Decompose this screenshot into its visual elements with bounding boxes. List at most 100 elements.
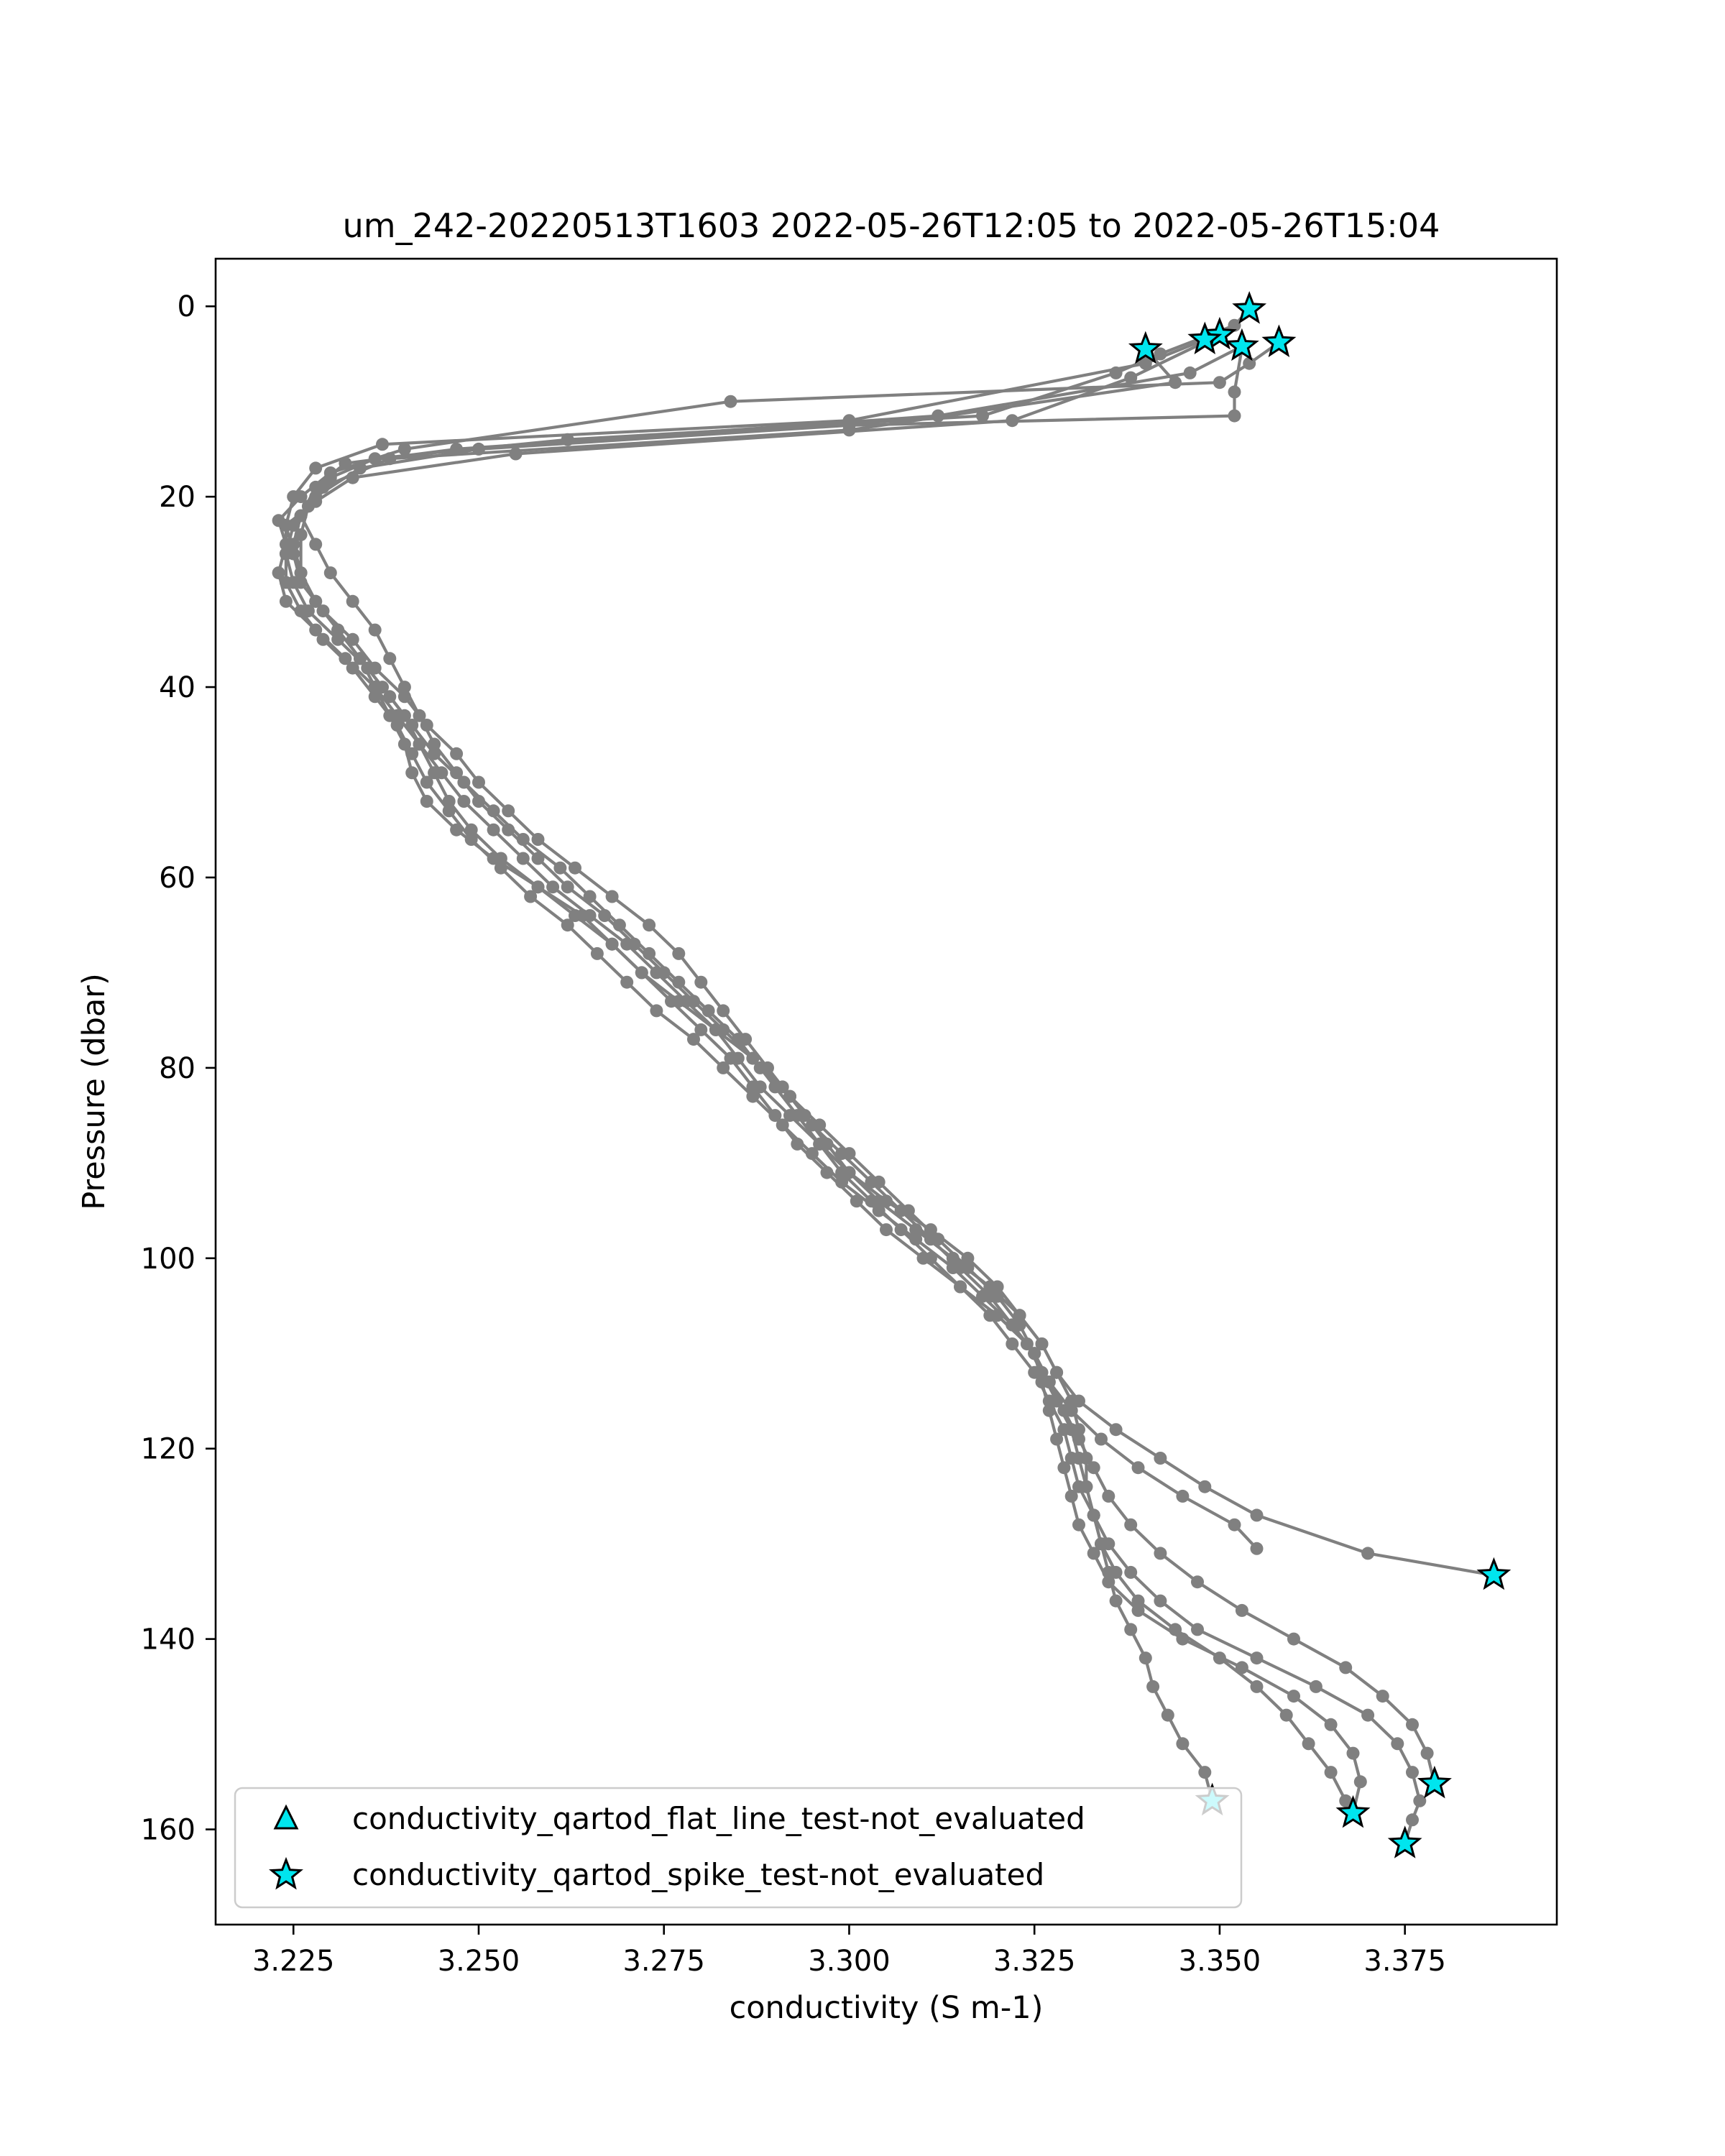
series-line — [284, 348, 1436, 1784]
data-point — [1250, 1542, 1264, 1555]
data-point — [516, 833, 530, 846]
data-point — [954, 1280, 967, 1294]
data-point — [605, 890, 619, 903]
data-point — [531, 833, 545, 846]
data-point — [865, 1175, 878, 1189]
data-point — [1279, 1708, 1293, 1722]
data-point — [428, 766, 441, 780]
data-point — [1339, 1794, 1353, 1807]
data-point — [946, 1261, 960, 1274]
plot-frame — [214, 257, 1558, 1926]
data-point — [1235, 1603, 1248, 1617]
x-tick-label: 3.325 — [993, 1945, 1076, 1978]
data-point — [1324, 1766, 1338, 1779]
data-point — [1124, 371, 1138, 384]
data-point — [1095, 1432, 1108, 1446]
data-point — [880, 1223, 893, 1237]
data-point — [768, 1109, 782, 1123]
data-point — [309, 461, 323, 475]
data-point — [605, 937, 619, 951]
data-point — [1228, 1518, 1241, 1531]
legend-triangle-marker — [273, 1804, 299, 1830]
data-point — [717, 1004, 730, 1018]
data-point — [1087, 1547, 1100, 1560]
x-tick-label: 3.350 — [1179, 1945, 1261, 1978]
y-tick-label: 80 — [159, 1052, 196, 1085]
data-point — [1006, 1337, 1019, 1350]
data-point — [1228, 318, 1241, 332]
data-point — [1339, 1661, 1353, 1674]
series-layer — [272, 303, 1501, 1851]
data-point — [487, 804, 500, 818]
data-point — [813, 1137, 827, 1151]
data-point — [842, 418, 856, 432]
data-point — [643, 946, 656, 960]
data-point — [635, 966, 648, 980]
data-point — [561, 918, 574, 932]
data-point — [272, 566, 285, 580]
data-point — [413, 737, 426, 751]
flag-star-marker — [1387, 1825, 1422, 1858]
data-point — [450, 766, 464, 780]
data-point — [1124, 1518, 1138, 1531]
data-point — [1161, 1708, 1174, 1722]
data-point — [1095, 1537, 1108, 1551]
data-point — [1131, 1461, 1145, 1475]
chart-title: um_242-20220513T1603 2022-05-26T12:05 to… — [343, 206, 1440, 245]
data-point — [354, 461, 367, 475]
data-point — [413, 709, 426, 722]
data-point — [354, 652, 367, 665]
data-point — [916, 1251, 930, 1265]
data-point — [376, 681, 389, 694]
data-point — [524, 890, 538, 903]
data-point — [346, 661, 359, 675]
data-point — [1154, 1452, 1167, 1465]
data-point — [383, 652, 397, 665]
series-line — [292, 348, 1355, 1815]
data-point — [783, 1089, 796, 1103]
x-tick-label: 3.275 — [622, 1945, 705, 1978]
data-point — [1057, 1404, 1071, 1417]
data-point — [279, 547, 293, 561]
y-tick-label: 0 — [178, 290, 196, 323]
y-tick-label: 20 — [159, 481, 196, 514]
data-point — [1309, 1680, 1322, 1693]
data-point — [1109, 1565, 1123, 1579]
data-point — [672, 946, 686, 960]
data-point — [294, 490, 308, 504]
data-point — [1287, 1632, 1300, 1646]
data-point — [309, 594, 323, 608]
data-point — [702, 1004, 715, 1018]
data-point — [687, 1033, 700, 1046]
data-point — [323, 566, 337, 580]
flag-star-marker — [1187, 321, 1223, 354]
data-point — [1072, 1452, 1085, 1465]
data-point — [1198, 1766, 1212, 1779]
flag-star-marker — [1128, 331, 1163, 364]
data-point — [805, 1118, 819, 1132]
data-point — [316, 632, 330, 646]
data-point — [1183, 366, 1197, 379]
data-point — [1302, 1737, 1315, 1751]
data-point — [1072, 1394, 1085, 1408]
data-point — [1109, 1594, 1123, 1608]
data-point — [1361, 1547, 1375, 1560]
y-axis-label: Pressure (dbar) — [76, 973, 112, 1210]
data-point — [1138, 356, 1152, 370]
data-point — [1406, 1813, 1419, 1827]
flag-star-marker — [1335, 1795, 1371, 1828]
data-point — [279, 576, 293, 589]
data-point — [1353, 1775, 1367, 1789]
data-point — [1064, 1489, 1078, 1503]
legend-label: conductivity_qartod_flat_line_test-not_e… — [352, 1801, 1085, 1836]
data-point — [1376, 1690, 1389, 1703]
data-point — [442, 804, 456, 818]
data-point — [909, 1233, 923, 1246]
data-point — [672, 975, 686, 989]
data-point — [1057, 1461, 1071, 1475]
data-point — [309, 538, 323, 551]
data-point — [1080, 1480, 1093, 1493]
data-point — [1413, 1794, 1427, 1807]
data-point — [1287, 1690, 1300, 1703]
x-tick-label: 3.250 — [438, 1945, 520, 1978]
